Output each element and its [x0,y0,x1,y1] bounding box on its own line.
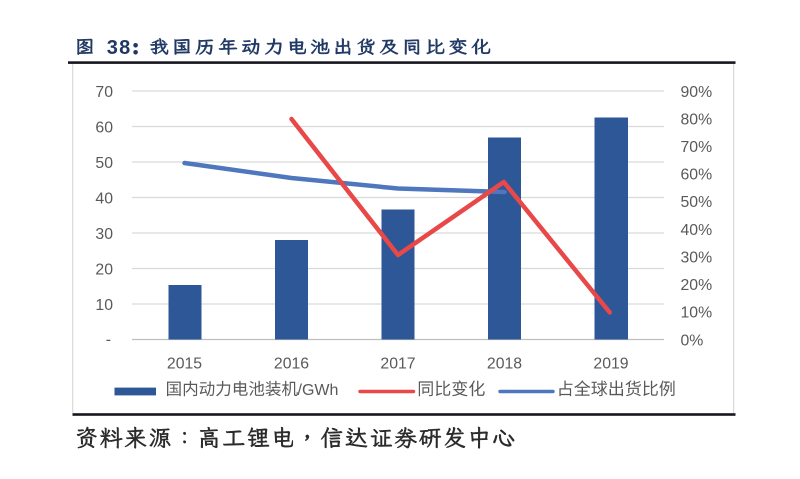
svg-text:2019: 2019 [593,355,628,372]
svg-text:10: 10 [95,297,113,314]
svg-text:/GWh: /GWh [298,382,339,399]
svg-text:50: 50 [95,155,113,172]
svg-text:50%: 50% [681,194,713,211]
svg-text:90%: 90% [681,84,713,101]
svg-text:2015: 2015 [167,355,202,372]
svg-text:10%: 10% [681,305,713,322]
svg-text:-: - [106,332,111,349]
svg-text:30%: 30% [681,250,713,267]
svg-text:38: 38 [107,37,132,59]
svg-text:80%: 80% [681,111,713,128]
svg-text:20%: 20% [681,277,713,294]
svg-text:60: 60 [95,119,113,136]
svg-text:2018: 2018 [487,355,522,372]
svg-text:20: 20 [95,261,113,278]
svg-text:2016: 2016 [274,355,309,372]
svg-text:2017: 2017 [380,355,415,372]
svg-text:70%: 70% [681,139,713,156]
svg-text:40%: 40% [681,222,713,239]
svg-text:0%: 0% [681,332,704,349]
svg-text:40: 40 [95,190,113,207]
svg-text:60%: 60% [681,167,713,184]
svg-text:30: 30 [95,226,113,243]
svg-text:70: 70 [95,84,113,101]
